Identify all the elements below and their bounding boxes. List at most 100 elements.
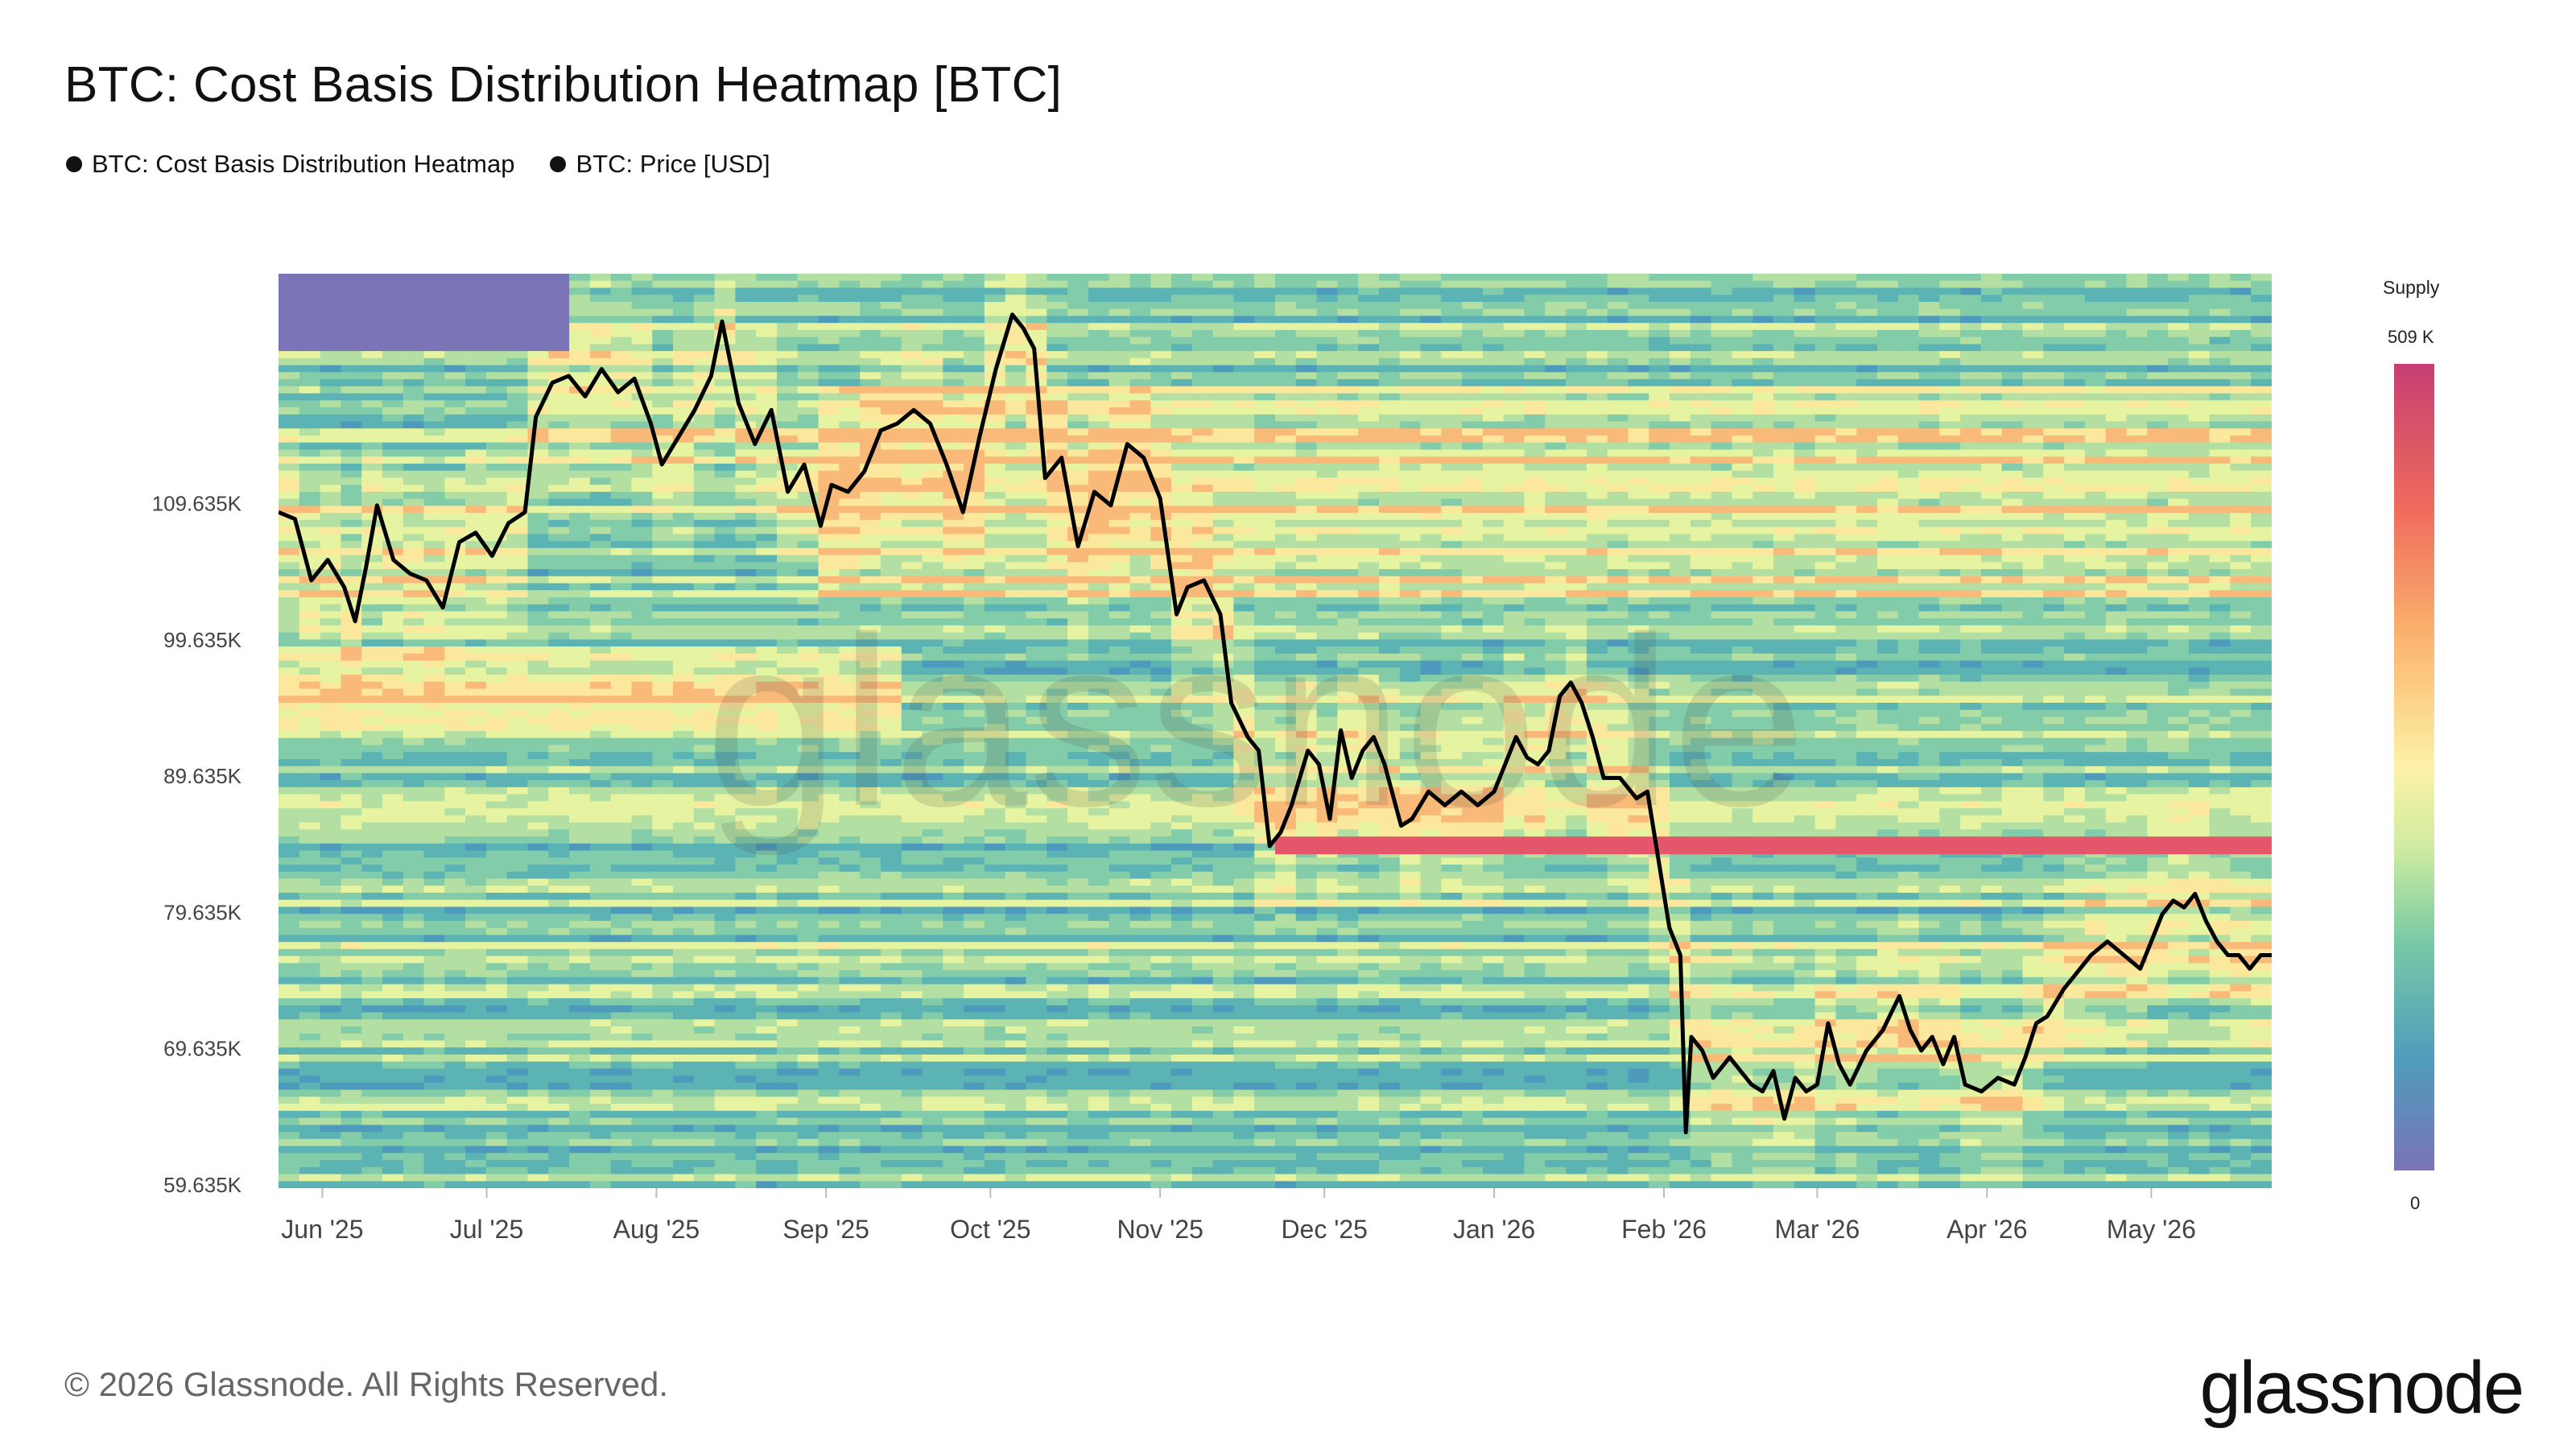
heatmap-cell xyxy=(341,302,362,310)
heatmap-cell xyxy=(589,386,612,394)
heatmap-cell xyxy=(860,1033,881,1042)
heatmap-cell xyxy=(589,963,612,971)
heatmap-cell xyxy=(444,1047,466,1055)
heatmap-cell xyxy=(279,357,300,366)
heatmap-cell xyxy=(984,660,1006,668)
heatmap-cell xyxy=(756,576,778,584)
heatmap-cell xyxy=(922,1005,943,1013)
heatmap-cell xyxy=(922,865,943,873)
heatmap-cell xyxy=(735,667,757,675)
heatmap-cell xyxy=(860,407,881,415)
heatmap-cell xyxy=(548,850,570,858)
heatmap-cell xyxy=(465,906,487,914)
heatmap-cell xyxy=(569,604,591,612)
heatmap-cell xyxy=(673,280,695,288)
heatmap-cell xyxy=(299,681,321,690)
heatmap-cell xyxy=(818,569,840,577)
heatmap-cell xyxy=(341,274,362,282)
heatmap-cell xyxy=(860,724,881,732)
heatmap-cell xyxy=(444,984,466,992)
heatmap-cell xyxy=(1067,400,1089,408)
heatmap-cell xyxy=(341,843,362,852)
heatmap-cell xyxy=(860,737,881,745)
heatmap-cell xyxy=(984,998,1006,1006)
heatmap-cell xyxy=(569,815,591,824)
heatmap-cell xyxy=(839,555,861,563)
heatmap-cell xyxy=(569,1132,591,1140)
heatmap-cell xyxy=(901,519,923,528)
heatmap-cell xyxy=(964,1096,985,1104)
heatmap-cell xyxy=(610,801,633,809)
heatmap-cell xyxy=(964,906,985,914)
legend-item-heatmap[interactable]: BTC: Cost Basis Distribution Heatmap xyxy=(66,150,514,179)
heatmap-cell xyxy=(714,794,736,802)
heatmap-cell xyxy=(984,400,1006,408)
heatmap-cell xyxy=(1067,379,1089,387)
heatmap-cell xyxy=(777,1082,799,1091)
heatmap-cell xyxy=(964,477,985,485)
heatmap-cell xyxy=(485,759,508,767)
heatmap-cell xyxy=(839,357,861,366)
heatmap-cell xyxy=(943,625,964,634)
heatmap-cell xyxy=(444,660,466,668)
heatmap-cell xyxy=(382,1089,404,1097)
heatmap-cell xyxy=(299,618,321,626)
heatmap-cell xyxy=(735,970,757,978)
heatmap-cell xyxy=(797,597,819,605)
heatmap-cell xyxy=(673,850,695,858)
heatmap-cell xyxy=(465,1033,487,1042)
heatmap-cell xyxy=(1046,618,1068,626)
heatmap-cell xyxy=(631,428,653,436)
heatmap-cell xyxy=(485,688,508,696)
heatmap-cell xyxy=(569,1089,591,1097)
heatmap-cell xyxy=(860,547,881,556)
heatmap-cell xyxy=(756,463,778,472)
heatmap-cell xyxy=(1026,675,1047,683)
heatmap-cell xyxy=(402,920,425,929)
heatmap-cell xyxy=(485,970,508,978)
heatmap-cell xyxy=(527,745,549,753)
heatmap-cell xyxy=(465,541,487,549)
heatmap-cell xyxy=(382,463,404,472)
heatmap-cell xyxy=(485,1055,508,1063)
heatmap-cell xyxy=(818,963,840,971)
heatmap-cell xyxy=(922,534,943,542)
heatmap-cell xyxy=(341,618,362,626)
heatmap-cell xyxy=(756,794,778,802)
heatmap-cell xyxy=(901,681,923,690)
heatmap-cell xyxy=(506,942,529,950)
heatmap-cell xyxy=(652,1075,674,1084)
heatmap-cell xyxy=(1026,681,1047,690)
heatmap-cell xyxy=(735,857,757,865)
heatmap-cell xyxy=(569,470,591,478)
heatmap-cell xyxy=(279,865,300,873)
legend-item-price[interactable]: BTC: Price [USD] xyxy=(550,150,770,179)
heatmap-cell xyxy=(361,1174,383,1182)
heatmap-cell xyxy=(320,724,341,732)
heatmap-cell xyxy=(693,372,716,380)
heatmap-cell xyxy=(320,1132,341,1140)
heatmap-cell xyxy=(423,506,445,514)
heatmap-cell xyxy=(361,1181,383,1188)
heatmap-cell xyxy=(756,534,778,542)
heatmap-cell xyxy=(984,336,1006,345)
heatmap-cell xyxy=(589,477,612,485)
heatmap-cell xyxy=(901,991,923,999)
heatmap-cell xyxy=(652,365,674,373)
heatmap-cell xyxy=(693,1082,716,1091)
heatmap-cell xyxy=(402,956,425,964)
heatmap-cell xyxy=(485,660,508,668)
heatmap-cell xyxy=(673,808,695,816)
heatmap-cell xyxy=(881,329,902,338)
heatmap-cell xyxy=(1005,1110,1027,1119)
heatmap-cell xyxy=(693,1138,716,1147)
heatmap-cell xyxy=(402,1089,425,1097)
heatmap-cell xyxy=(777,1110,799,1119)
heatmap-cell xyxy=(881,295,902,303)
heatmap-cell xyxy=(402,822,425,830)
heatmap-cell xyxy=(506,477,529,485)
heatmap-cell xyxy=(361,1033,383,1042)
heatmap-cell xyxy=(506,660,529,668)
heatmap-cell xyxy=(423,703,445,711)
